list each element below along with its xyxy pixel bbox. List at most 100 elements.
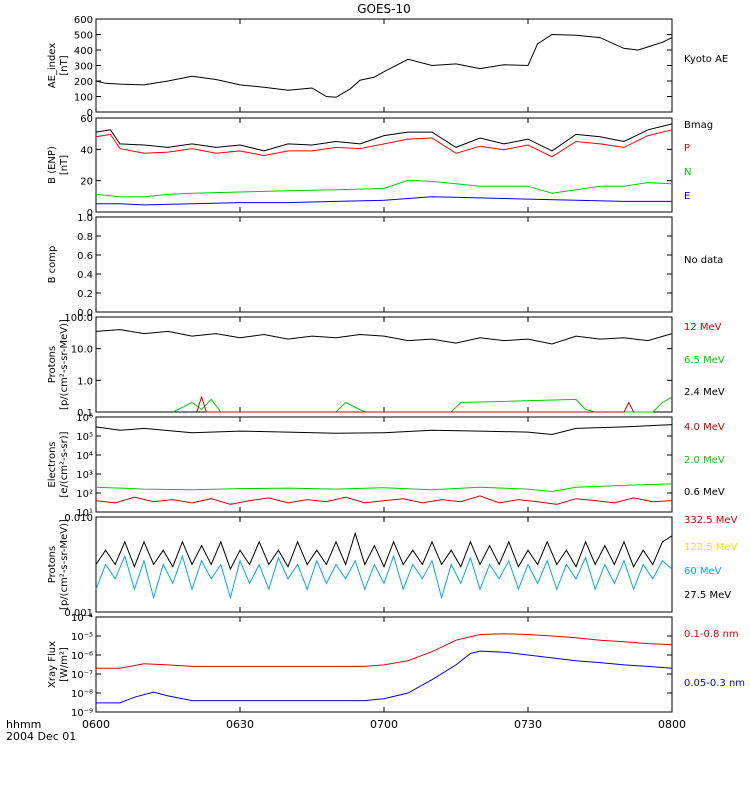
panel-7: 10⁻⁹ 10⁻⁸ 10⁻⁷ 10⁻⁶ 10⁻⁵ 10⁻⁴ Xray Flux [W/m²] 0…	[47, 613, 745, 719]
x-label-date: 2004 Dec 01	[6, 730, 76, 743]
legend-item: 2.0 MeV	[684, 455, 725, 466]
y-tick-label: 10⁻⁵	[71, 632, 93, 643]
legend-item: N	[684, 167, 691, 178]
y-axis-label: Protons	[47, 346, 58, 383]
y-tick-label: 0	[87, 208, 93, 219]
y-axis-label-units: [p/(cm²-s-sr-MeV)]	[59, 519, 70, 610]
series-line-n	[95, 179, 673, 198]
legend-item: 332.5 MeV	[684, 515, 738, 526]
x-tick-label: 0600	[82, 718, 110, 731]
series-line-0-1-0-8-nm	[96, 633, 673, 669]
y-tick-label: 600	[74, 15, 93, 26]
y-tick-label: 40	[80, 145, 93, 156]
y-tick-label: 10⁴	[76, 451, 93, 462]
panel-frame	[95, 316, 673, 413]
y-tick-label: 0.6	[77, 251, 93, 262]
y-tick-label: 0.010	[64, 513, 93, 524]
y-axis-label: B comp	[47, 246, 58, 284]
x-tick-label: 0630	[226, 718, 254, 731]
legend-item: 0.6 MeV	[684, 487, 725, 498]
series-line-2-4-mev	[95, 329, 673, 345]
y-axis-label-units: [nT]	[59, 155, 70, 175]
y-tick-label: 10⁻⁸	[71, 689, 93, 700]
y-tick-label: 0	[87, 108, 93, 119]
panel-5: 10¹ 10² 10³ 10⁴ 10⁵ 10⁶ Electrons [e/(cm²-s-sr)…	[47, 413, 725, 519]
panel-4: 0.1 1.0 10.0 100.0 Protons [p/(cm²-s-sr-MeV)]…	[47, 313, 725, 419]
panel-frame	[95, 516, 673, 613]
y-tick-label: 10⁻⁹	[71, 708, 93, 719]
x-tick-label: 0800	[658, 718, 686, 731]
y-tick-label: 0.8	[77, 232, 93, 243]
x-axis: 0600 0630 0700 0730 0800	[82, 19, 686, 731]
y-axis-label: Xray Flux	[47, 641, 58, 688]
series-line-12-mev	[196, 395, 635, 413]
series-line-27-5-mev	[95, 531, 673, 571]
y-tick-label: 10.0	[71, 345, 93, 356]
series-line-6-5-mev	[172, 396, 673, 413]
legend-item: Kyoto AE	[684, 54, 728, 65]
legend-item: E	[684, 191, 690, 202]
panel-1: 0 100 200 300 400 500 600 AE_index [nT] Kyoto AE	[47, 15, 728, 119]
y-tick-label: 100.0	[64, 313, 93, 324]
panel-frame	[95, 216, 673, 313]
legend-item: 6.5 MeV	[684, 355, 725, 366]
legend-item: 60 MeV	[684, 566, 722, 577]
panel-frame	[95, 18, 673, 113]
legend-item: 27.5 MeV	[684, 590, 731, 601]
panel-3: 0.0 0.2 0.4 0.6 0.8 1.0 B comp No data	[47, 213, 723, 319]
y-axis-label: AE_index	[47, 43, 58, 89]
x-tick-label: 0730	[514, 718, 542, 731]
series-line-kyoto-ae	[95, 33, 673, 98]
y-tick-label: 60	[80, 114, 93, 125]
y-tick-label: 10⁻⁶	[71, 651, 93, 662]
y-tick-label: 0.001	[64, 608, 93, 619]
y-axis-label-units: [p/(cm²-s-sr-MeV)]	[59, 319, 70, 410]
y-tick-label: 20	[80, 177, 93, 188]
y-axis-label: Electrons	[47, 441, 58, 487]
legend-item: 0.1-0.8 nm	[684, 629, 739, 640]
panel-2: 0 20 40 60 B (ENP) [nT] Bmag P N E	[47, 114, 713, 219]
y-tick-label: 10⁻⁴	[71, 613, 93, 624]
series-line-2-0-mev	[95, 483, 673, 493]
y-tick-label: 0.4	[77, 270, 93, 281]
y-tick-label: 400	[74, 46, 93, 57]
x-tick-label: 0700	[370, 718, 398, 731]
y-tick-label: 1.0	[77, 213, 93, 224]
legend-item: 12 MeV	[684, 322, 722, 333]
y-tick-label: 0.2	[77, 289, 93, 300]
y-axis-label-units: [W/m²]	[59, 647, 70, 682]
legend-item: Bmag	[684, 120, 713, 131]
y-tick-label: 300	[74, 62, 93, 73]
legend-item: 122.5 MeV	[684, 542, 738, 553]
series-line-0-05-0-3-nm	[96, 650, 673, 704]
legend-item: 4.0 MeV	[684, 422, 725, 433]
y-tick-label: 10²	[76, 489, 93, 500]
y-tick-label: 500	[74, 31, 93, 42]
y-tick-label: 100	[74, 93, 93, 104]
legend-item: No data	[684, 255, 723, 266]
y-tick-label: 10¹	[76, 508, 93, 519]
y-tick-label: 0.1	[77, 408, 93, 419]
y-tick-label: 0.0	[77, 308, 93, 319]
legend-item: 2.4 MeV	[684, 387, 725, 398]
series-line-4-0-mev	[95, 495, 673, 505]
y-tick-label: 200	[74, 77, 93, 88]
legend-item: 0.05-0.3 nm	[684, 678, 745, 689]
panel-frame	[95, 117, 673, 213]
y-tick-label: 10⁶	[76, 413, 93, 424]
series-line-p	[95, 129, 673, 158]
series-line-60-mev	[95, 554, 673, 600]
y-tick-label: 10⁻⁷	[71, 670, 93, 681]
chart-title: GOES-10	[357, 2, 411, 16]
y-tick-label: 10⁵	[76, 432, 93, 443]
y-axis-label: B (ENP)	[47, 146, 58, 184]
y-tick-label: 1.0	[77, 376, 93, 387]
y-axis-label: Protons	[47, 546, 58, 583]
x-label-hhmm: hhmm	[6, 718, 41, 731]
y-axis-label-units: [nT]	[59, 55, 70, 75]
panel-6: 0.001 0.010 Protons [p/(cm²-s-sr-MeV)] 332.5…	[47, 513, 738, 619]
series-line-bmag	[95, 123, 673, 152]
series-line-e	[96, 196, 672, 206]
